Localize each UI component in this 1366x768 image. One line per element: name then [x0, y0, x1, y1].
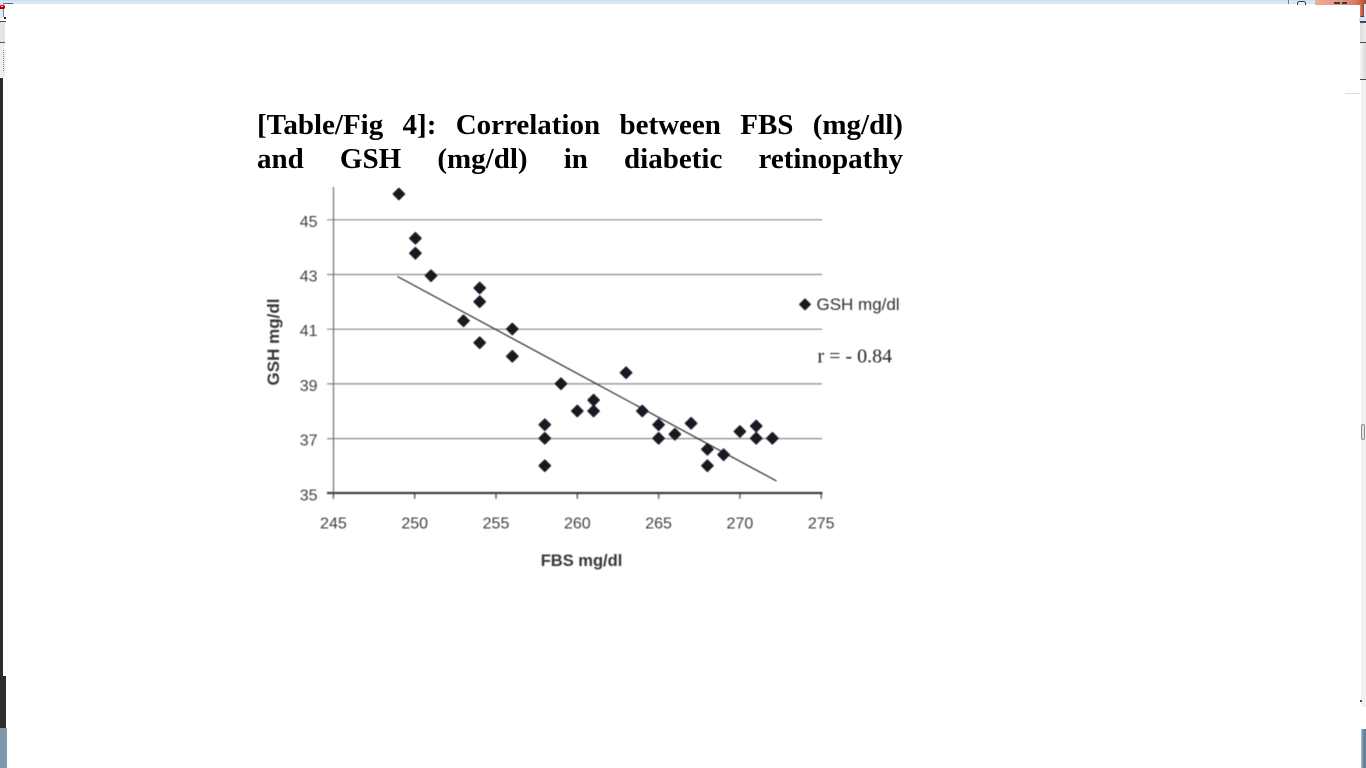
- svg-text:43: 43: [300, 269, 318, 286]
- svg-text:250: 250: [401, 516, 428, 533]
- svg-text:265: 265: [645, 516, 672, 533]
- svg-text:39: 39: [300, 378, 318, 395]
- svg-text:35: 35: [300, 487, 318, 504]
- svg-text:245: 245: [320, 516, 347, 533]
- svg-text:GSH mg/dl: GSH mg/dl: [264, 299, 283, 386]
- svg-text:FBS mg/dl: FBS mg/dl: [541, 552, 623, 570]
- svg-text:37: 37: [300, 433, 318, 450]
- svg-text:255: 255: [483, 516, 510, 533]
- svg-text:260: 260: [564, 516, 591, 533]
- svg-text:270: 270: [727, 516, 754, 533]
- svg-text:r = - 0.84: r = - 0.84: [818, 346, 893, 368]
- svg-text:41: 41: [300, 323, 318, 340]
- svg-text:45: 45: [300, 214, 318, 231]
- svg-text:275: 275: [808, 516, 835, 533]
- svg-text:GSH mg/dl: GSH mg/dl: [817, 295, 900, 314]
